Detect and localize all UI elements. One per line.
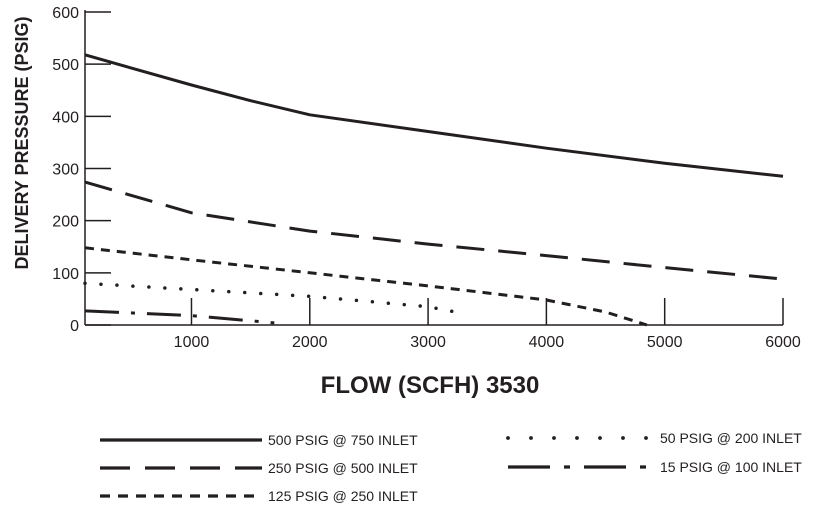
legend-label-2: 250 PSIG @ 500 INLET xyxy=(268,460,418,476)
x-tick-label: 4000 xyxy=(529,334,565,351)
y-tick-label: 100 xyxy=(52,266,79,283)
y-tick-label: 200 xyxy=(52,214,79,231)
y-axis-title: DELIVERY PRESSURE (PSIG) xyxy=(12,16,32,269)
y-tick-label: 300 xyxy=(52,162,79,179)
x-tick-label: 1000 xyxy=(174,334,210,351)
y-tick-label: 0 xyxy=(70,318,79,335)
x-tick-label: 3000 xyxy=(410,334,446,351)
x-tick-label: 6000 xyxy=(765,334,801,351)
series-line-1 xyxy=(84,53,784,178)
legend-label-4: 50 PSIG @ 200 INLET xyxy=(660,430,802,446)
legend-label-5: 15 PSIG @ 100 INLET xyxy=(660,459,802,475)
legend-label-3: 125 PSIG @ 250 INLET xyxy=(268,488,418,504)
series-line-2 xyxy=(84,180,784,281)
x-tick-label: 2000 xyxy=(292,334,328,351)
series-line-5 xyxy=(84,309,275,325)
series-line-4 xyxy=(83,281,466,316)
y-tick-label: 400 xyxy=(52,109,79,126)
x-axis-title: FLOW (SCFH) 3530 xyxy=(321,372,540,399)
legend-label-1: 500 PSIG @ 750 INLET xyxy=(268,432,418,448)
x-tick-label: 5000 xyxy=(647,334,683,351)
y-tick-label: 600 xyxy=(52,5,79,22)
y-tick-label: 500 xyxy=(52,57,79,74)
